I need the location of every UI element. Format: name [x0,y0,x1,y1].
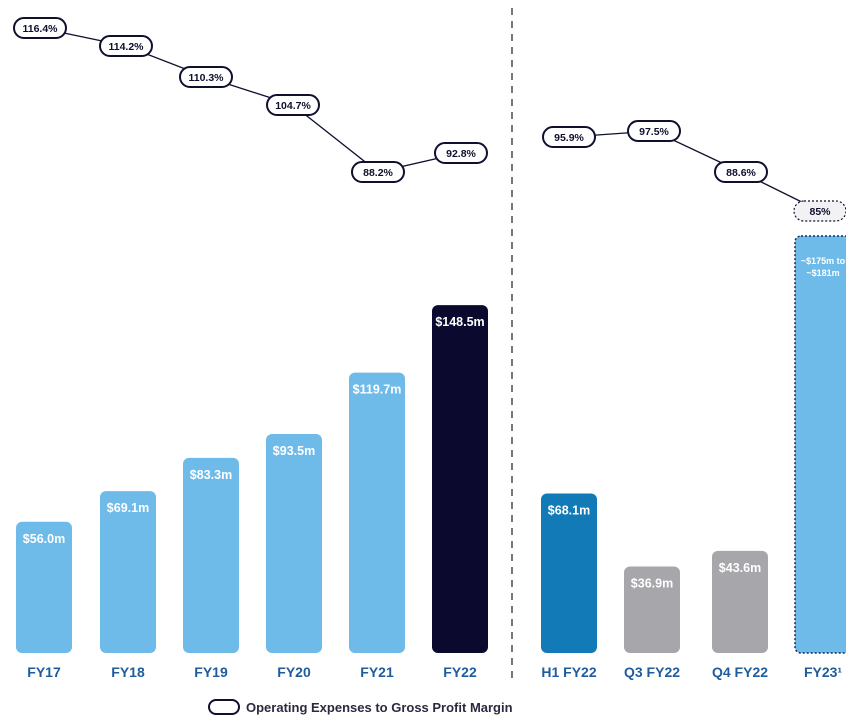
bar-fy20 [266,433,322,653]
bar-q3-fy22 [624,566,680,653]
margin-point-fy19: 110.3% [179,66,233,88]
margin-point-fy21: 88.2% [351,161,405,183]
margin-pill [627,120,681,142]
bar-value-label-fy20: $93.5m [273,444,315,458]
margin-point-fy17: 116.4% [13,17,67,39]
margin-value-label: 110.3% [188,72,224,84]
bar-fy19 [183,457,239,653]
margin-point-q4-fy22: 88.6% [714,161,768,183]
bar-fy17 [16,521,72,653]
margin-point-fy23: 85% [793,200,846,222]
margin-point-h1-fy22: 95.9% [542,126,596,148]
bar-fy21 [349,372,405,653]
margin-line-recent [568,130,821,212]
bar-fy23 [794,235,846,654]
category-label-q4-fy22: Q4 FY22 [712,664,768,680]
category-label-fy20: FY20 [277,664,311,680]
margin-pills-layer: 116.4% 114.2% 110.3% 104.7% 88.2% 92.8% 95.9% 9… [13,17,846,222]
category-labels-layer: FY17 FY18 FY19 FY20 FY21 FY22 H1 FY22 Q3 FY22 Q4… [27,664,842,680]
margin-point-fy18: 114.2% [99,35,153,57]
margin-lines-layer [39,27,821,212]
margin-pill [179,66,233,88]
bar-q4-fy22 [712,550,768,653]
bar-value-label-h1-fy22: $68.1m [548,503,590,517]
margin-value-label: 88.6% [726,167,756,179]
category-label-fy19: FY19 [194,664,228,680]
bar-value-label-fy17: $56.0m [23,532,65,546]
margin-pill [542,126,596,148]
margin-point-fy22: 92.8% [434,142,488,164]
margin-value-label: 92.8% [446,148,476,160]
category-label-fy21: FY21 [360,664,394,680]
bar-value-label-fy19: $83.3m [190,468,232,482]
legend-pill-icon [208,699,240,715]
margin-pill [351,161,405,183]
category-label-fy18: FY18 [111,664,145,680]
margin-value-label: 114.2% [108,41,144,53]
category-label-h1-fy22: H1 FY22 [541,664,596,680]
margin-pill [793,200,846,222]
bar-value-label-fy22: $148.5m [435,315,484,329]
category-label-fy17: FY17 [27,664,61,680]
bar-fy22 [432,305,488,653]
category-label-fy23: FY23¹ [804,664,842,680]
category-label-q3-fy22: Q3 FY22 [624,664,680,680]
category-label-fy22: FY22 [443,664,477,680]
bar-value-label-fy23: ~$175m to ~$181m [801,256,846,278]
margin-point-q3-fy22: 97.5% [627,120,681,142]
margin-point-fy20: 104.7% [266,94,320,116]
bar-fy18 [100,491,156,653]
bar-value-label-q3-fy22: $36.9m [631,577,673,591]
margin-value-label: 85% [809,206,831,218]
bar-value-label-fy21: $119.7m [353,383,402,397]
legend: Operating Expenses to Gross Profit Margi… [208,699,513,715]
legend-label: Operating Expenses to Gross Profit Margi… [246,700,513,715]
bar-value-label-fy18: $69.1m [107,501,149,515]
margin-value-label: 97.5% [639,126,669,138]
bar-h1-fy22 [541,493,597,653]
margin-pill [99,35,153,57]
bar-value-label-q4-fy22: $43.6m [719,561,761,575]
margin-value-label: 104.7% [275,100,311,112]
margin-pill [714,161,768,183]
margin-pill [266,94,320,116]
margin-pill [13,17,67,39]
margin-value-label: 116.4% [22,23,58,35]
margin-value-label: 95.9% [554,132,584,144]
margin-value-label: 88.2% [363,167,393,179]
bars-layer: $56.0m $69.1m $83.3m $93.5m $119.7m $148.5m $6… [16,235,846,654]
margin-pill [434,142,488,164]
